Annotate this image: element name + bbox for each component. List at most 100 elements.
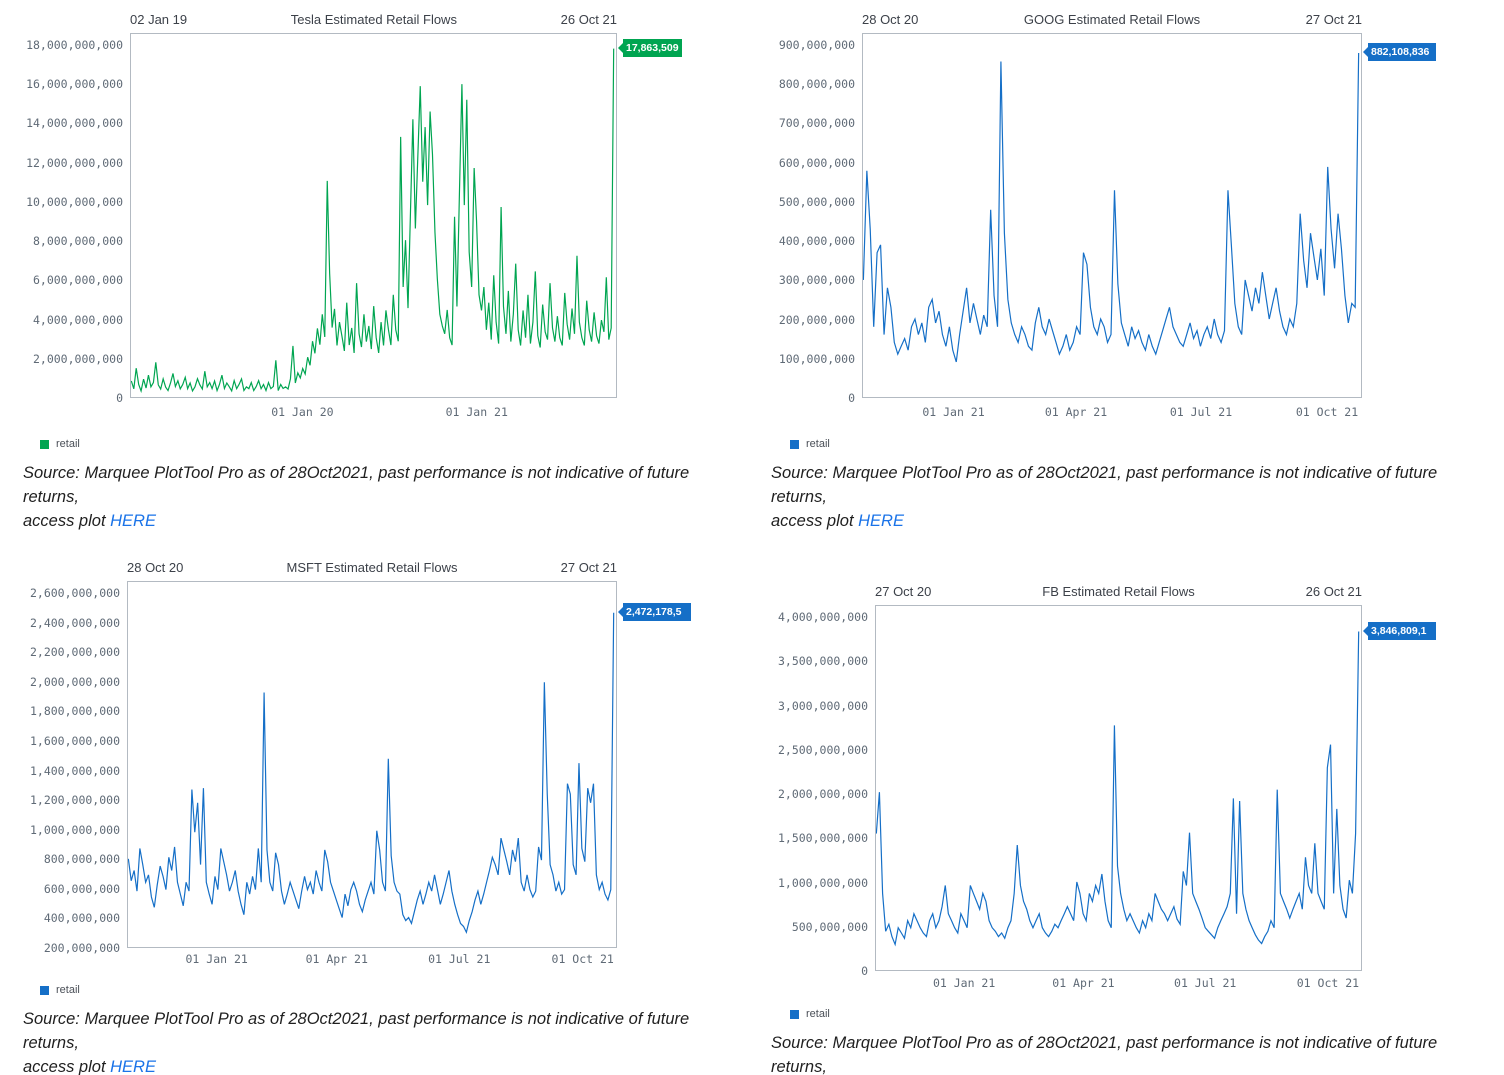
y-axis-tick: 600,000,000 bbox=[778, 155, 855, 170]
y-axis-tick: 18,000,000,000 bbox=[26, 38, 123, 52]
last-value-label: 3,846,809,1 bbox=[1363, 621, 1436, 640]
y-axis-tick: 200,000,000 bbox=[43, 941, 120, 955]
y-axis-tick: 2,500,000,000 bbox=[777, 742, 868, 757]
chart-end-date: 26 Oct 21 bbox=[1305, 584, 1362, 599]
source-text-2: access plot bbox=[23, 1058, 111, 1075]
chart-title: FB Estimated Retail Flows bbox=[1042, 584, 1195, 599]
source-text: Source: Marquee PlotTool Pro as of 28Oct… bbox=[23, 464, 690, 506]
legend-swatch-icon bbox=[790, 1009, 799, 1019]
source-text: Source: Marquee PlotTool Pro as of 28Oct… bbox=[23, 1010, 690, 1052]
y-axis-tick: 16,000,000,000 bbox=[26, 77, 123, 92]
last-value-text: 3,846,809,1 bbox=[1368, 621, 1436, 640]
x-axis-tick: 01 Oct 21 bbox=[1295, 405, 1359, 419]
y-axis-tick: 900,000,000 bbox=[778, 38, 855, 52]
x-axis-tick: 01 Apr 21 bbox=[305, 952, 368, 966]
legend-item-retail[interactable]: retail bbox=[790, 1008, 830, 1020]
x-axis-tick: 01 Apr 21 bbox=[1044, 405, 1108, 419]
source-caption: Source: Marquee PlotTool Pro as of 28Oct… bbox=[23, 461, 738, 533]
y-axis-tick: 0 bbox=[861, 964, 868, 978]
y-axis-tick: 2,000,000,000 bbox=[32, 351, 123, 366]
y-axis-tick: 4,000,000,000 bbox=[32, 312, 123, 327]
last-value-label: 882,108,836 bbox=[1363, 43, 1436, 62]
x-axis-tick: 01 Oct 21 bbox=[1296, 976, 1360, 990]
x-axis-tick: 01 Apr 21 bbox=[1052, 976, 1115, 990]
y-axis-tick: 1,000,000,000 bbox=[29, 822, 120, 837]
chart-start-date: 27 Oct 20 bbox=[875, 584, 932, 599]
last-value-text: 2,472,178,5 bbox=[623, 602, 691, 621]
legend-item-retail[interactable]: retail bbox=[40, 984, 80, 996]
chart-start-date: 28 Oct 20 bbox=[862, 12, 919, 27]
y-axis-tick: 0 bbox=[848, 391, 855, 405]
y-axis-tick: 2,200,000,000 bbox=[29, 645, 120, 660]
y-axis-tick: 1,400,000,000 bbox=[29, 763, 120, 778]
y-axis-tick: 2,000,000,000 bbox=[777, 787, 868, 801]
legend-swatch-icon bbox=[40, 985, 49, 995]
y-axis-tick: 14,000,000,000 bbox=[26, 116, 123, 131]
plot-area[interactable] bbox=[130, 33, 617, 398]
source-caption: Source: Marquee PlotTool Pro as of 28Oct… bbox=[23, 1007, 738, 1075]
here-link[interactable]: HERE bbox=[110, 1058, 156, 1075]
chart-end-date: 27 Oct 21 bbox=[560, 560, 617, 575]
legend-item-retail[interactable]: retail bbox=[790, 438, 830, 450]
x-axis-tick: 01 Jan 21 bbox=[445, 405, 508, 419]
plot-area[interactable] bbox=[127, 581, 617, 948]
chart-title: GOOG Estimated Retail Flows bbox=[1023, 12, 1201, 27]
here-link[interactable]: HERE bbox=[858, 512, 904, 530]
y-axis-tick: 2,600,000,000 bbox=[29, 586, 120, 600]
legend-item-retail[interactable]: retail bbox=[40, 438, 80, 450]
chart-header: 28 Oct 20 GOOG Estimated Retail Flows 27… bbox=[862, 12, 1362, 27]
y-axis-tick: 1,200,000,000 bbox=[29, 793, 120, 808]
source-caption: Source: Marquee PlotTool Pro as of 28Oct… bbox=[771, 461, 1486, 533]
y-axis-tick: 6,000,000,000 bbox=[32, 273, 123, 288]
plot-area[interactable] bbox=[862, 33, 1362, 398]
legend-swatch-icon bbox=[40, 439, 49, 449]
x-axis-tick: 01 Jul 21 bbox=[428, 952, 491, 966]
source-text: Source: Marquee PlotTool Pro as of 28Oct… bbox=[771, 464, 1438, 506]
legend-swatch-icon bbox=[790, 439, 799, 449]
y-axis-tick: 800,000,000 bbox=[43, 852, 120, 867]
y-axis-tick: 10,000,000,000 bbox=[26, 194, 123, 209]
y-axis-tick: 4,000,000,000 bbox=[777, 610, 868, 624]
y-axis-tick: 0 bbox=[116, 391, 123, 405]
y-axis-tick: 700,000,000 bbox=[778, 116, 855, 131]
y-axis-tick: 1,800,000,000 bbox=[29, 704, 120, 719]
chart-title: MSFT Estimated Retail Flows bbox=[286, 560, 458, 575]
legend-label: retail bbox=[56, 984, 80, 996]
y-axis-tick: 12,000,000,000 bbox=[26, 155, 123, 170]
here-link[interactable]: HERE bbox=[110, 512, 156, 530]
chart-header: 28 Oct 20 MSFT Estimated Retail Flows 27… bbox=[127, 560, 617, 575]
legend-label: retail bbox=[806, 438, 830, 450]
plot-area[interactable] bbox=[875, 605, 1362, 971]
y-axis-tick: 3,000,000,000 bbox=[777, 698, 868, 713]
y-axis-tick: 200,000,000 bbox=[778, 312, 855, 327]
chart-header: 27 Oct 20 FB Estimated Retail Flows 26 O… bbox=[875, 584, 1362, 599]
y-axis-tick: 400,000,000 bbox=[778, 234, 855, 249]
x-axis-tick: 01 Jan 20 bbox=[271, 405, 334, 419]
legend-label: retail bbox=[806, 1008, 830, 1020]
x-axis-tick: 01 Jan 21 bbox=[922, 405, 985, 419]
x-axis-tick: 01 Jul 21 bbox=[1174, 976, 1237, 990]
y-axis-tick: 3,500,000,000 bbox=[777, 654, 868, 669]
label-arrow-icon bbox=[618, 606, 623, 617]
last-value-text: 17,863,509 bbox=[623, 38, 682, 57]
source-caption: Source: Marquee PlotTool Pro as of 28Oct… bbox=[771, 1031, 1486, 1075]
source-text-2: access plot bbox=[23, 512, 111, 530]
y-axis-tick: 8,000,000,000 bbox=[32, 234, 123, 249]
chart-title: Tesla Estimated Retail Flows bbox=[290, 12, 457, 27]
x-axis-tick: 01 Oct 21 bbox=[551, 952, 614, 966]
y-axis-tick: 800,000,000 bbox=[778, 77, 855, 92]
y-axis-tick: 500,000,000 bbox=[778, 194, 855, 209]
y-axis-tick: 1,500,000,000 bbox=[777, 831, 868, 846]
chart-end-date: 26 Oct 21 bbox=[560, 12, 617, 27]
y-axis-tick: 300,000,000 bbox=[778, 273, 855, 288]
x-axis-tick: 01 Jan 21 bbox=[185, 952, 248, 966]
label-arrow-icon bbox=[1363, 47, 1368, 58]
source-text: Source: Marquee PlotTool Pro as of 28Oct… bbox=[771, 1034, 1438, 1075]
y-axis-tick: 2,400,000,000 bbox=[29, 615, 120, 630]
last-value-label: 17,863,509 bbox=[618, 38, 682, 57]
y-axis-tick: 600,000,000 bbox=[43, 881, 120, 896]
y-axis-tick: 500,000,000 bbox=[791, 919, 868, 934]
source-text-2: access plot bbox=[771, 512, 859, 530]
label-arrow-icon bbox=[1363, 625, 1368, 636]
